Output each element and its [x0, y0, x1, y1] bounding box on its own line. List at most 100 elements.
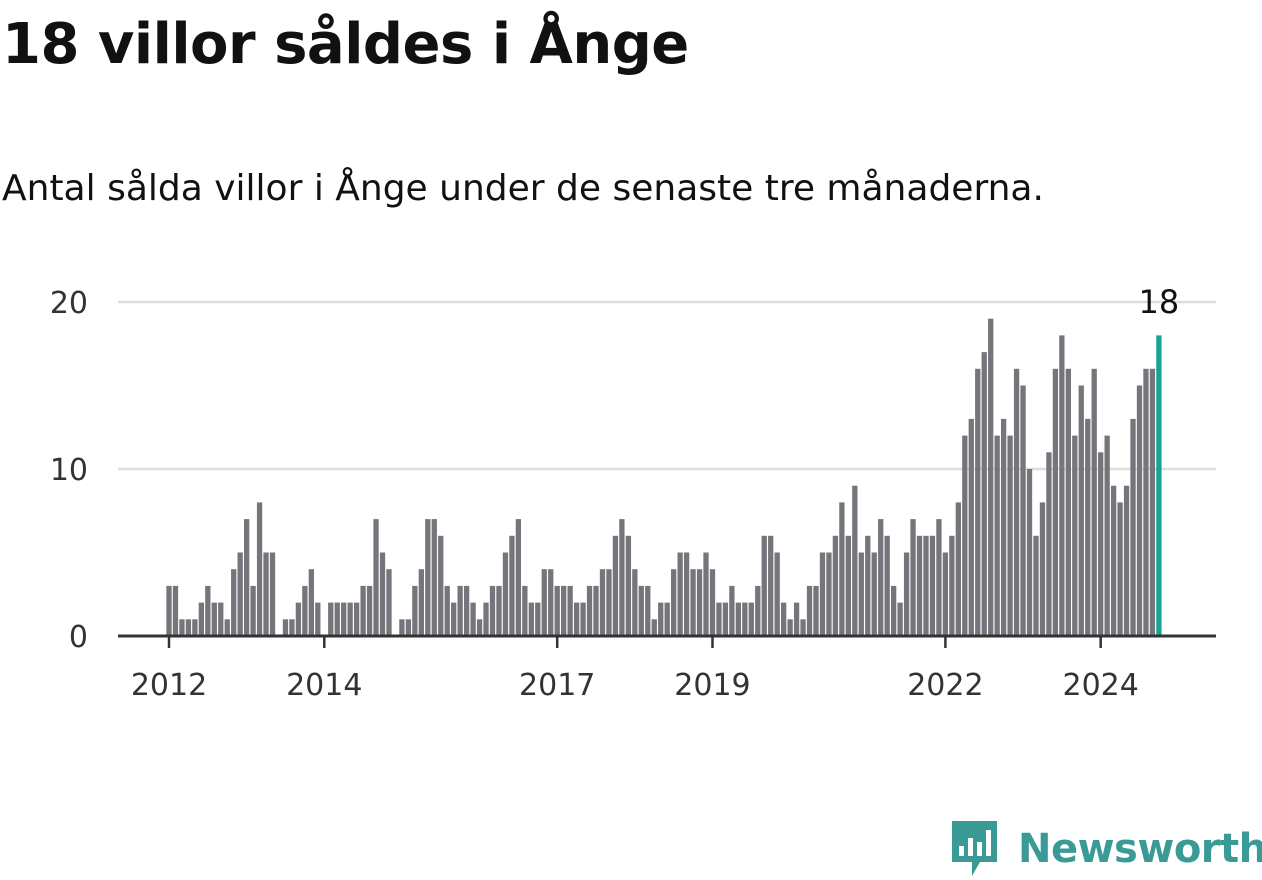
- bar: [664, 602, 670, 636]
- bar: [1098, 452, 1104, 636]
- bar: [599, 569, 606, 636]
- y-tick-label: 10: [50, 453, 88, 488]
- bar: [865, 535, 871, 636]
- bar: [936, 519, 942, 636]
- bar: [1149, 368, 1156, 636]
- bar: [845, 535, 851, 636]
- bar: [237, 552, 243, 636]
- bar: [328, 602, 334, 636]
- bar: [890, 585, 897, 636]
- bar: [593, 585, 599, 636]
- bar: [554, 585, 560, 636]
- x-tick-label: 2012: [131, 668, 207, 703]
- axes: [118, 634, 1216, 648]
- bar: [774, 552, 780, 636]
- bar: [1117, 502, 1123, 636]
- bar: [1136, 385, 1143, 636]
- chart-subtitle: Antal sålda villor i Ånge under de senas…: [2, 168, 1044, 209]
- bar: [658, 602, 664, 636]
- x-tick-label: 2024: [1063, 668, 1139, 703]
- bar: [502, 552, 509, 636]
- bar: [515, 519, 522, 636]
- bar: [1123, 485, 1130, 636]
- bar: [243, 519, 250, 636]
- bar: [606, 569, 612, 636]
- bar: [263, 552, 269, 636]
- bar: [988, 318, 994, 636]
- bar: [573, 602, 580, 636]
- bar: [962, 435, 968, 636]
- bar: [205, 585, 211, 636]
- bar: [334, 602, 340, 636]
- data-label-latest: 18: [1139, 283, 1180, 321]
- bar: [438, 535, 444, 636]
- x-tick-label: 2022: [907, 668, 983, 703]
- bar: [781, 602, 787, 636]
- bar: [955, 502, 961, 636]
- bar: [341, 602, 347, 636]
- bar: [703, 552, 709, 636]
- newsworthy-logo[interactable]: Newsworthy: [950, 818, 1262, 880]
- bar: [315, 602, 321, 636]
- bar: [256, 502, 263, 636]
- bar: [1104, 435, 1110, 636]
- bar: [1039, 502, 1046, 636]
- bar: [451, 602, 457, 636]
- bar: [1007, 435, 1013, 636]
- bar: [806, 585, 813, 636]
- bar: [748, 602, 754, 636]
- x-tick-label: 2014: [286, 668, 362, 703]
- bar: [269, 552, 276, 636]
- bar: [761, 535, 767, 636]
- bar: [457, 585, 463, 636]
- bar: [632, 569, 638, 636]
- bar: [192, 619, 198, 636]
- bar: [716, 602, 722, 636]
- chart-title: 18 villor såldes i Ånge: [2, 12, 689, 77]
- bar: [366, 585, 373, 636]
- bar: [548, 569, 554, 636]
- bar: [735, 602, 742, 636]
- x-tick-label: 2017: [519, 668, 595, 703]
- bar: [910, 519, 916, 636]
- bar: [353, 602, 360, 636]
- bar: [696, 569, 703, 636]
- bar: [968, 418, 974, 636]
- bar: [1078, 385, 1084, 636]
- bar: [612, 535, 619, 636]
- bar: [586, 585, 593, 636]
- bar: [1059, 335, 1065, 636]
- bar: [379, 552, 386, 636]
- bars: [166, 318, 1162, 636]
- bar: [858, 552, 864, 636]
- bar: [231, 569, 237, 636]
- bar: [185, 619, 192, 636]
- bar: [295, 602, 302, 636]
- bar: [282, 619, 289, 636]
- bar: [677, 552, 683, 636]
- logo-text: Newsworthy: [1018, 826, 1262, 872]
- bar: [787, 619, 793, 636]
- bar: [813, 585, 819, 636]
- bar: [483, 602, 489, 636]
- bar: [1052, 368, 1059, 636]
- bar: [444, 585, 450, 636]
- bar: [645, 585, 651, 636]
- bar: [671, 569, 677, 636]
- bar: [1085, 418, 1091, 636]
- bar: [360, 585, 366, 636]
- bar: [250, 585, 256, 636]
- bar: [1143, 368, 1149, 636]
- bar: [871, 552, 877, 636]
- bar: [211, 602, 217, 636]
- bar: [373, 519, 379, 636]
- bar: [1072, 435, 1078, 636]
- bar: [832, 535, 839, 636]
- y-tick-label: 0: [69, 620, 88, 655]
- bar: [1000, 418, 1007, 636]
- bar: [412, 585, 418, 636]
- x-tick-label: 2019: [674, 668, 750, 703]
- bar: [755, 585, 761, 636]
- bar-highlight: [1156, 335, 1162, 636]
- bar: [638, 585, 644, 636]
